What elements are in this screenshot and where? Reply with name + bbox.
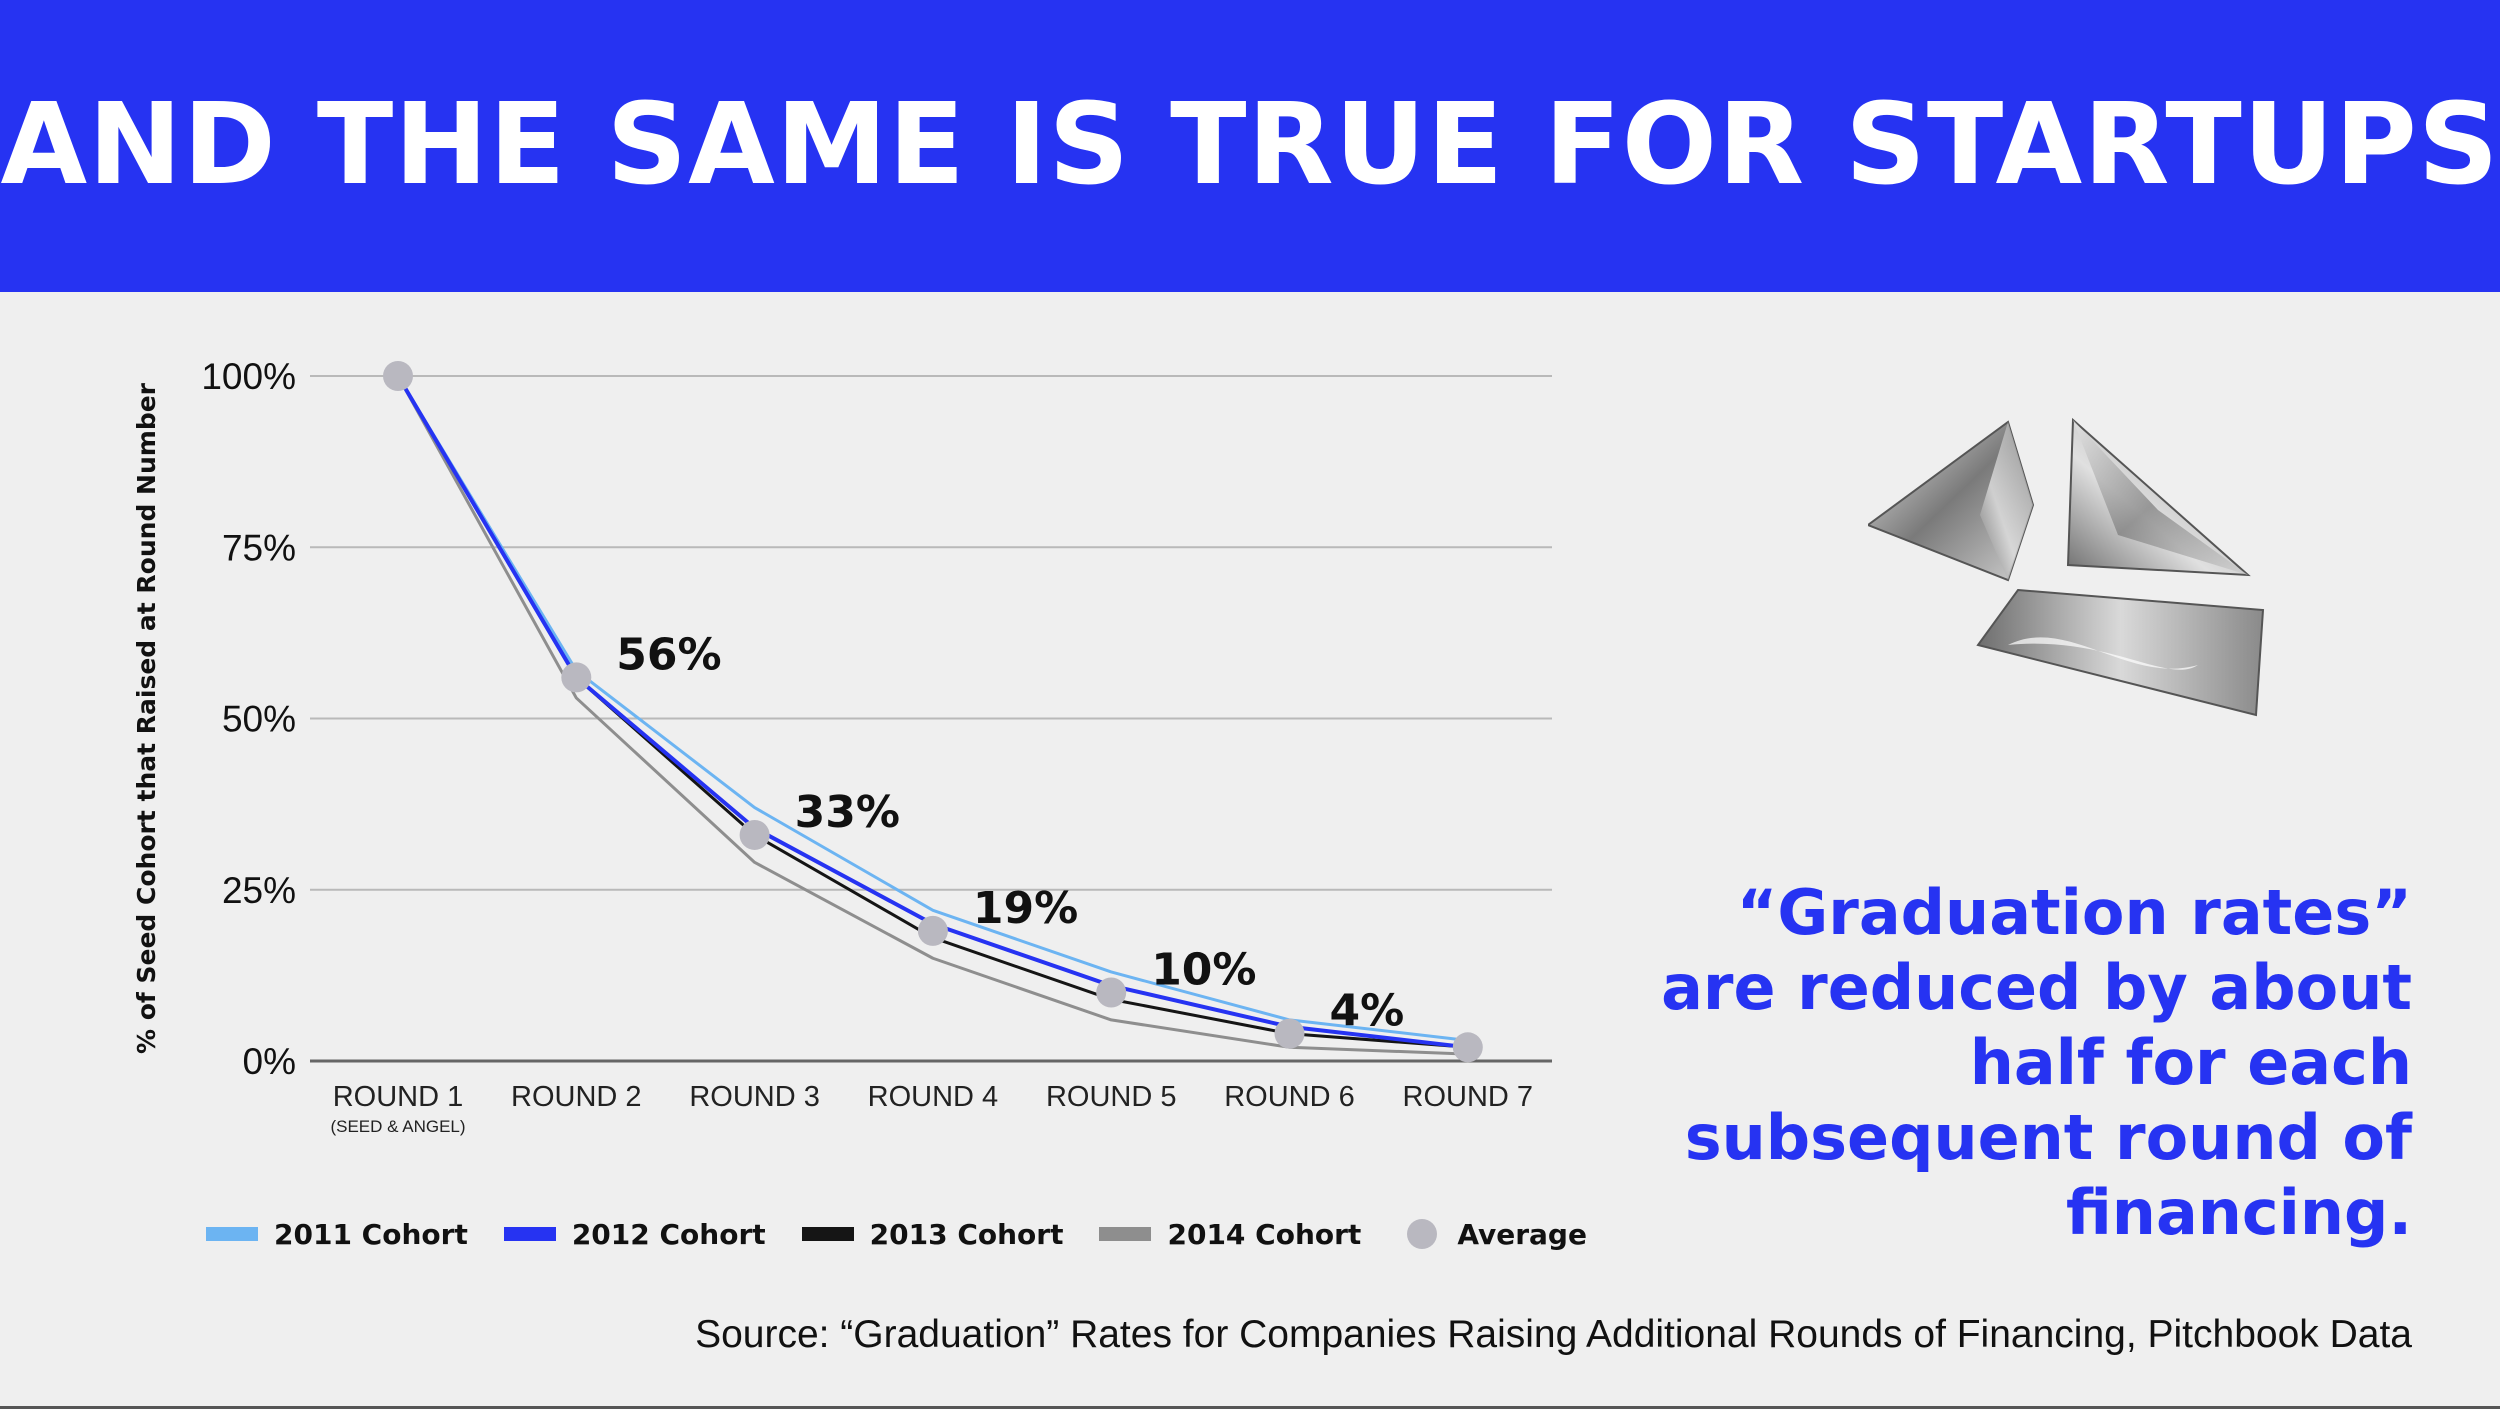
axes: 0% 25% 50% 75% 100% % of Seed Cohort that Rai…	[132, 356, 1533, 1136]
source-citation: Source: “Graduation” Rates for Companies…	[695, 1313, 2412, 1356]
y-axis-label: % of Seed Cohort that Raised at Round Nu…	[132, 382, 161, 1054]
legend-swatch	[206, 1227, 258, 1241]
x-tick-sublabel: (SEED & ANGEL)	[330, 1117, 465, 1136]
legend-label: 2013 Cohort	[869, 1217, 1064, 1251]
average-marker	[1274, 1018, 1305, 1049]
average-marker	[561, 662, 592, 693]
legend-label: 2012 Cohort	[571, 1217, 766, 1251]
x-tick-label: ROUND 5	[1046, 1081, 1177, 1113]
shape-left-face	[1980, 422, 2033, 580]
average-markers	[383, 361, 1483, 1063]
average-marker	[383, 361, 413, 391]
grid-lines	[310, 375, 1552, 1063]
legend-swatch	[503, 1227, 556, 1241]
series-line-2014-cohort	[396, 375, 1468, 1056]
average-marker	[1096, 977, 1127, 1008]
legend-item: 2014 Cohort	[1099, 1218, 1361, 1251]
legend-label: 2011 Cohort	[274, 1217, 468, 1251]
series-lines	[396, 374, 1469, 1056]
legend-swatch	[1407, 1219, 1438, 1249]
y-tick-label: 50%	[222, 699, 296, 740]
average-marker	[917, 915, 948, 946]
data-labels: 56% 33% 19% 10% 4%	[616, 629, 1404, 1036]
y-tick-label: 25%	[222, 870, 296, 911]
x-tick-label: ROUND 2	[511, 1081, 642, 1113]
series-line-2013-cohort	[396, 375, 1468, 1049]
y-tick-label: 100%	[201, 356, 296, 397]
x-tick-label: ROUND 6	[1224, 1081, 1355, 1113]
shape-right-face	[2073, 420, 2248, 575]
line-chart: 0% 25% 50% 75% 100% % of Seed Cohort that Rai…	[132, 356, 1552, 1136]
bottom-border	[0, 1406, 2500, 1409]
data-label: 10%	[1151, 945, 1256, 996]
legend-swatch	[1099, 1227, 1152, 1241]
legend-item: 2012 Cohort	[503, 1217, 766, 1251]
graduation-quote: “Graduation rates” are reduced by about …	[1661, 876, 2412, 1249]
legend-label: Average	[1457, 1217, 1587, 1251]
legend-item: Average	[1397, 1218, 1587, 1251]
legend-label: 2014 Cohort	[1167, 1217, 1362, 1251]
legend-item: 2011 Cohort	[206, 1218, 468, 1251]
decorative-3d-shapes	[1868, 417, 2265, 717]
average-marker	[1452, 1032, 1483, 1063]
x-tick-label: ROUND 4	[868, 1081, 999, 1113]
x-tick-label: ROUND 3	[689, 1081, 820, 1113]
legend-swatch	[801, 1227, 854, 1241]
y-tick-label: 0%	[243, 1041, 296, 1082]
x-tick-label: ROUND 7	[1403, 1081, 1534, 1113]
data-label: 19%	[973, 883, 1078, 934]
legend-item: 2013 Cohort	[801, 1217, 1064, 1251]
average-marker	[739, 819, 770, 850]
shape-right	[2066, 417, 2251, 577]
chart-legend: 2011 Cohort 2012 Cohort 2013 Cohort 2014 Co…	[206, 1214, 1623, 1254]
shape-bottom	[1976, 588, 2265, 717]
y-tick-label: 75%	[222, 527, 296, 568]
shape-bottom-curve	[2008, 637, 2198, 670]
x-tick-label: ROUND 1	[333, 1081, 464, 1113]
data-label: 33%	[795, 787, 900, 838]
data-label: 56%	[616, 629, 721, 680]
series-line-2012-cohort	[396, 374, 1469, 1050]
page-title: AND THE SAME IS TRUE FOR STARTUPS	[0, 80, 2500, 210]
data-label: 4%	[1330, 986, 1405, 1037]
header-banner: AND THE SAME IS TRUE FOR STARTUPS	[0, 0, 2500, 292]
